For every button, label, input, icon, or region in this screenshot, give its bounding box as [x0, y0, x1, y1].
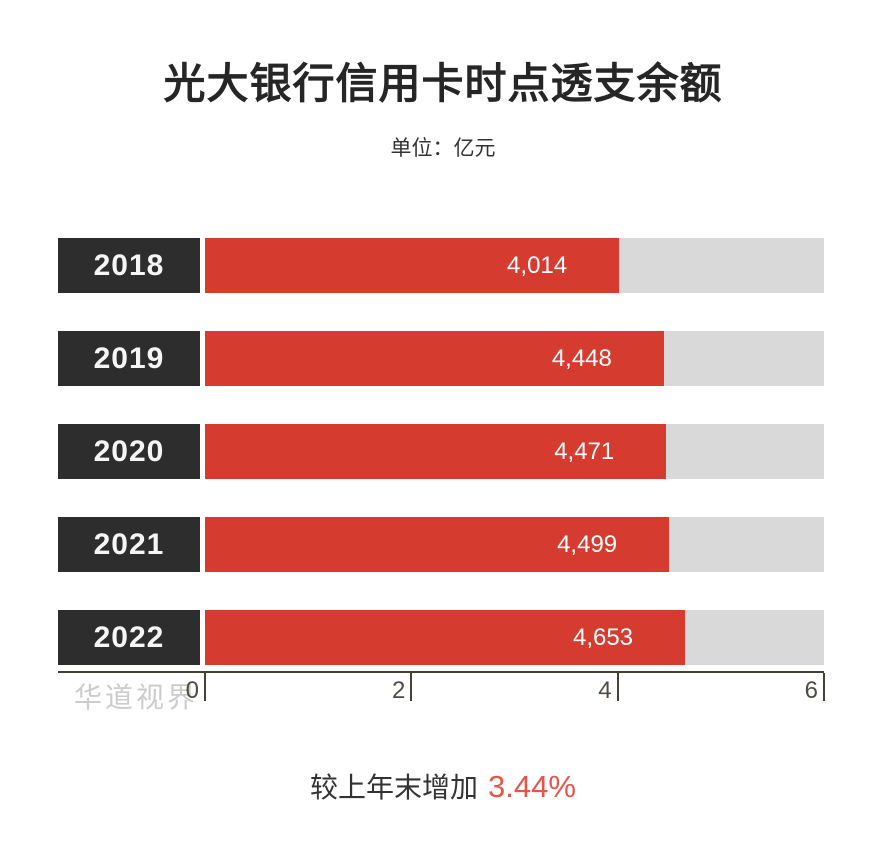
bar-track: 4,653: [205, 610, 824, 665]
bar-value-label: 4,014: [507, 251, 568, 279]
chart-row: 2021 4,499: [58, 517, 824, 572]
axis-tick-label: 0: [185, 677, 199, 704]
bar-fill: 4,499: [205, 517, 670, 572]
axis-tick: [616, 673, 619, 701]
year-label: 2018: [58, 238, 200, 293]
chart-row: 2022 4,653: [58, 610, 824, 665]
chart-row: 2020 4,471: [58, 424, 824, 479]
bar-fill: 4,448: [205, 331, 664, 386]
year-label: 2022: [58, 610, 200, 665]
bar-track: 4,448: [205, 331, 824, 386]
bar-track: 4,471: [205, 424, 824, 479]
axis-tick-label: 2: [391, 677, 406, 704]
bar-value-label: 4,499: [557, 530, 618, 558]
axis-tick: [410, 673, 413, 701]
axis-tick-label: 4: [598, 677, 612, 704]
bar-value-label: 4,448: [551, 344, 612, 372]
chart-row: 2018 4,014: [58, 238, 824, 293]
bar-fill: 4,653: [205, 610, 686, 665]
unit-label: 单位：亿元: [390, 137, 496, 160]
chart-row: 2019 4,448: [58, 331, 824, 386]
change-note-prefix: 较上年末增加: [310, 772, 479, 803]
year-label: 2020: [58, 424, 200, 479]
bar-fill: 4,471: [205, 424, 667, 479]
year-label: 2019: [58, 331, 200, 386]
axis-tick: [204, 673, 206, 701]
bar-value-label: 4,471: [554, 437, 615, 465]
axis-tick: [823, 673, 825, 701]
change-note: 较上年末增加 3.44%: [0, 766, 886, 806]
chart-title: 光大银行信用卡时点透支余额: [163, 60, 723, 107]
year-label: 2021: [58, 517, 200, 572]
change-note-value: 3.44%: [488, 769, 576, 804]
bar-track: 4,499: [205, 517, 824, 572]
bar-fill: 4,014: [205, 238, 620, 293]
x-axis: 0 2 4 6: [58, 671, 825, 707]
bar-track: 4,014: [205, 238, 824, 293]
watermark-text: 华道视界: [74, 682, 199, 713]
axis-tick-label: 6: [804, 677, 818, 704]
bar-value-label: 4,653: [572, 623, 634, 651]
